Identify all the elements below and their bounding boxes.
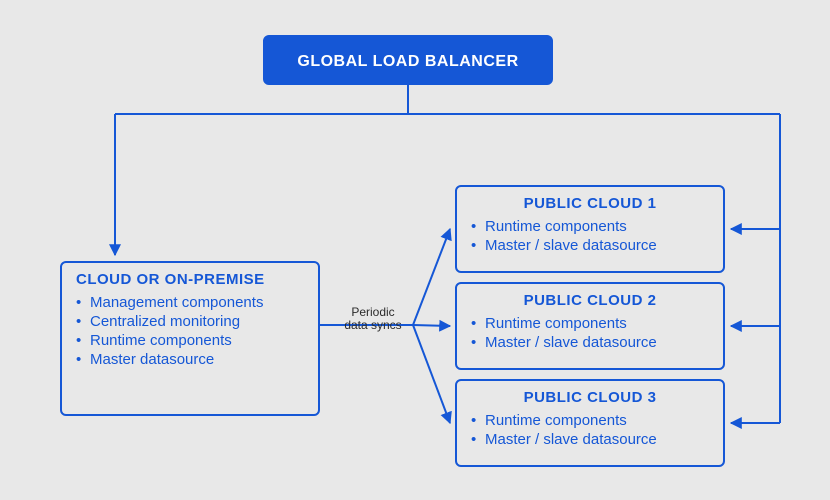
public-cloud-3-list: Runtime components Master / slave dataso… [471,412,709,448]
list-item: Centralized monitoring [76,313,304,330]
public-cloud-2-title: PUBLIC CLOUD 2 [471,292,709,309]
cloud-on-premise-title: CLOUD OR ON-PREMISE [76,271,304,288]
public-cloud-3-title: PUBLIC CLOUD 3 [471,389,709,406]
global-load-balancer-box: GLOBAL LOAD BALANCER [263,35,553,85]
cloud-on-premise-list: Management components Centralized monito… [76,294,304,368]
global-load-balancer-label: GLOBAL LOAD BALANCER [297,53,518,70]
public-cloud-2-box: PUBLIC CLOUD 2 Runtime components Master… [455,282,725,370]
public-cloud-1-box: PUBLIC CLOUD 1 Runtime components Master… [455,185,725,273]
periodic-data-syncs-label: Periodic data syncs [333,306,413,332]
cloud-on-premise-box: CLOUD OR ON-PREMISE Management component… [60,261,320,416]
public-cloud-2-list: Runtime components Master / slave dataso… [471,315,709,351]
public-cloud-1-title: PUBLIC CLOUD 1 [471,195,709,212]
public-cloud-3-box: PUBLIC CLOUD 3 Runtime components Master… [455,379,725,467]
list-item: Master / slave datasource [471,334,709,351]
public-cloud-1-list: Runtime components Master / slave dataso… [471,218,709,254]
list-item: Runtime components [76,332,304,349]
list-item: Master / slave datasource [471,431,709,448]
list-item: Master / slave datasource [471,237,709,254]
list-item: Runtime components [471,412,709,429]
list-item: Master datasource [76,351,304,368]
list-item: Runtime components [471,315,709,332]
list-item: Management components [76,294,304,311]
list-item: Runtime components [471,218,709,235]
